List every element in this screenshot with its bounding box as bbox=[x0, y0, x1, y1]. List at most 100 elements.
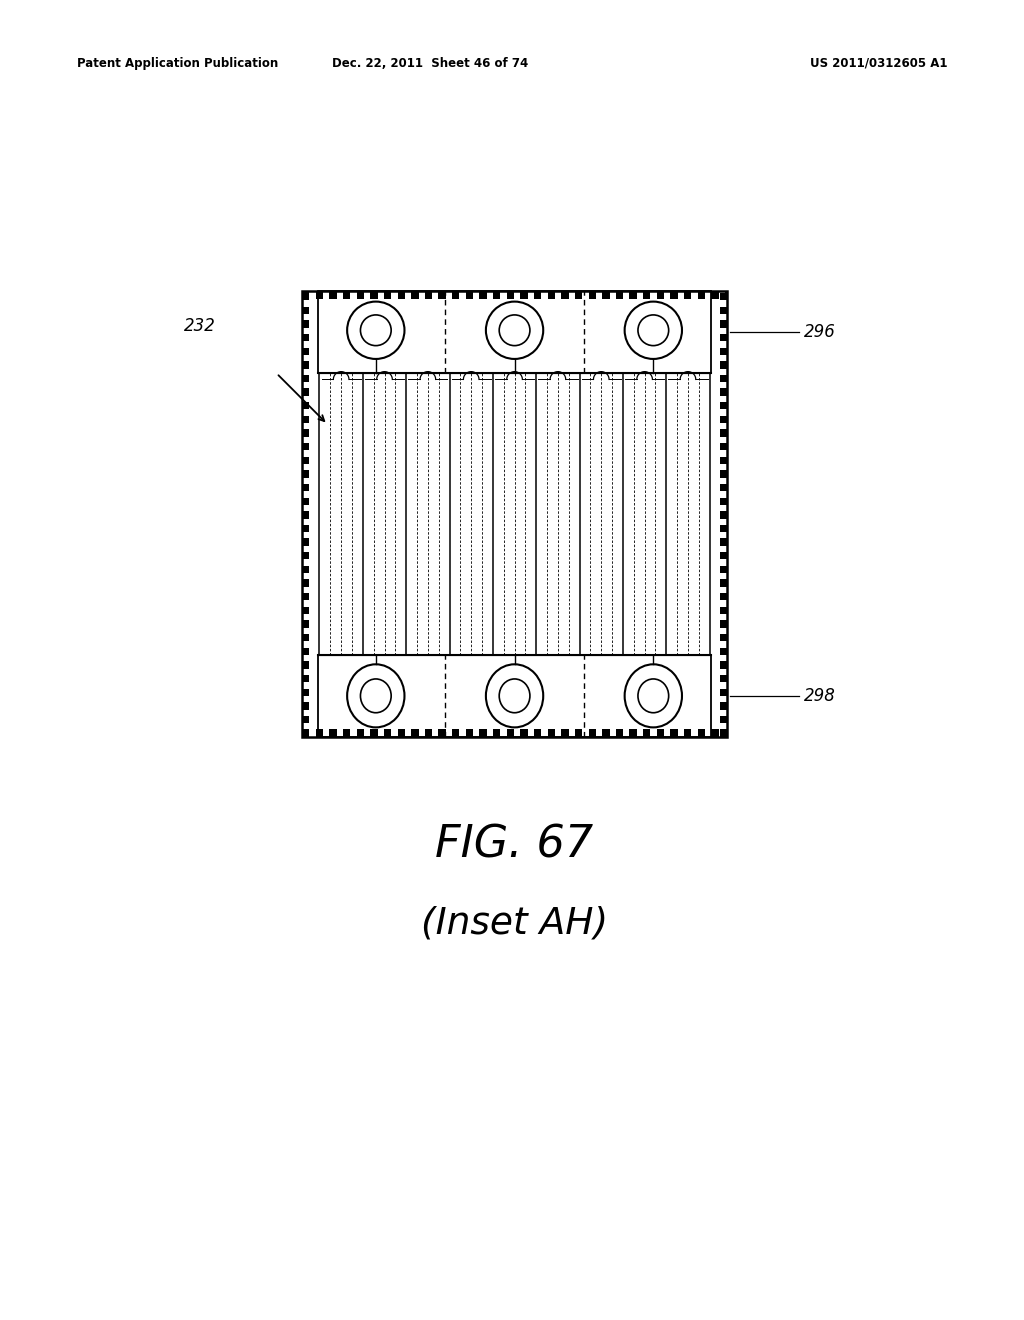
Bar bbox=[438, 292, 445, 298]
Bar bbox=[302, 292, 727, 737]
Bar bbox=[720, 715, 727, 723]
Bar bbox=[720, 362, 727, 368]
Bar bbox=[302, 730, 309, 737]
Bar bbox=[412, 292, 419, 298]
Bar bbox=[302, 593, 309, 601]
Bar bbox=[302, 552, 309, 560]
Bar bbox=[302, 292, 727, 737]
Bar bbox=[479, 292, 486, 298]
Bar bbox=[302, 306, 309, 314]
Bar bbox=[720, 648, 727, 655]
Bar bbox=[712, 730, 719, 737]
Bar bbox=[697, 292, 705, 298]
Bar bbox=[302, 498, 309, 506]
Bar bbox=[302, 293, 309, 301]
Bar bbox=[493, 292, 501, 298]
Bar bbox=[720, 593, 727, 601]
Bar bbox=[397, 292, 404, 298]
Bar bbox=[589, 730, 596, 737]
Bar bbox=[315, 292, 324, 298]
Bar bbox=[656, 292, 665, 298]
Text: Patent Application Publication: Patent Application Publication bbox=[77, 57, 279, 70]
Bar bbox=[384, 730, 391, 737]
Bar bbox=[720, 429, 727, 437]
Bar bbox=[720, 702, 727, 710]
Bar bbox=[720, 511, 727, 519]
Text: 232: 232 bbox=[184, 317, 216, 335]
Bar bbox=[302, 334, 309, 342]
Bar bbox=[720, 334, 727, 342]
Bar bbox=[630, 730, 637, 737]
Bar bbox=[684, 730, 691, 737]
Bar bbox=[315, 730, 324, 737]
Bar bbox=[302, 292, 309, 298]
Bar bbox=[302, 702, 309, 710]
Bar bbox=[425, 292, 432, 298]
Bar bbox=[302, 715, 309, 723]
Bar bbox=[720, 457, 727, 465]
Bar bbox=[384, 292, 391, 298]
Bar bbox=[720, 416, 727, 424]
Bar bbox=[302, 566, 309, 573]
Ellipse shape bbox=[347, 664, 404, 727]
Bar bbox=[561, 730, 568, 737]
Bar bbox=[720, 470, 727, 478]
Ellipse shape bbox=[360, 678, 391, 713]
Bar bbox=[302, 403, 309, 409]
Text: 298: 298 bbox=[804, 686, 836, 705]
Bar bbox=[412, 730, 419, 737]
Text: Dec. 22, 2011  Sheet 46 of 74: Dec. 22, 2011 Sheet 46 of 74 bbox=[332, 57, 528, 70]
Bar bbox=[302, 416, 309, 424]
Bar bbox=[318, 655, 711, 737]
Bar bbox=[720, 293, 727, 301]
Bar bbox=[548, 292, 555, 298]
Bar bbox=[643, 730, 650, 737]
Bar bbox=[302, 375, 309, 383]
Bar bbox=[520, 730, 527, 737]
Bar bbox=[302, 661, 309, 669]
Bar bbox=[302, 648, 309, 655]
Bar bbox=[720, 498, 727, 506]
Bar bbox=[602, 292, 609, 298]
Bar bbox=[725, 730, 727, 737]
Bar bbox=[302, 457, 309, 465]
Bar bbox=[302, 634, 309, 642]
Bar bbox=[720, 566, 727, 573]
Ellipse shape bbox=[485, 664, 543, 727]
Bar bbox=[302, 579, 309, 587]
Bar bbox=[466, 292, 473, 298]
Bar bbox=[493, 730, 501, 737]
Bar bbox=[574, 292, 583, 298]
Bar bbox=[302, 675, 309, 682]
Bar bbox=[330, 730, 337, 737]
Bar bbox=[507, 730, 514, 737]
Bar bbox=[720, 321, 727, 327]
Bar bbox=[343, 730, 350, 737]
Bar bbox=[656, 730, 665, 737]
Bar bbox=[643, 292, 650, 298]
Bar bbox=[425, 730, 432, 737]
Bar bbox=[302, 470, 309, 478]
Bar bbox=[302, 388, 309, 396]
Bar bbox=[479, 730, 486, 737]
Bar bbox=[356, 730, 364, 737]
Bar bbox=[438, 730, 445, 737]
Bar bbox=[302, 429, 309, 437]
Bar bbox=[520, 292, 527, 298]
Bar bbox=[302, 620, 309, 628]
Bar bbox=[302, 607, 309, 614]
Bar bbox=[720, 388, 727, 396]
Bar bbox=[574, 730, 583, 737]
Bar bbox=[720, 306, 727, 314]
Bar bbox=[318, 292, 711, 374]
Bar bbox=[684, 292, 691, 298]
Bar bbox=[534, 292, 542, 298]
Bar bbox=[671, 730, 678, 737]
Bar bbox=[720, 607, 727, 614]
Bar bbox=[466, 730, 473, 737]
Bar bbox=[302, 484, 309, 491]
Bar bbox=[720, 661, 727, 669]
Bar bbox=[725, 292, 727, 298]
Bar bbox=[602, 730, 609, 737]
Bar bbox=[453, 730, 460, 737]
